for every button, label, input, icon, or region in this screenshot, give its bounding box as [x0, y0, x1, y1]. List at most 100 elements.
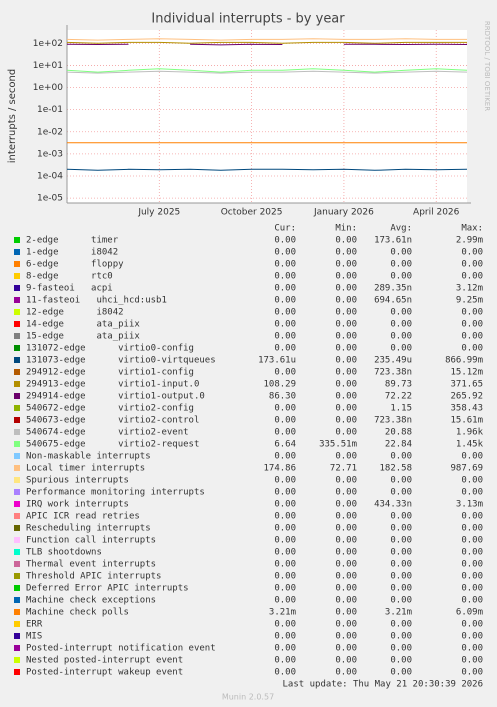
legend-stat: 1.15 [390, 404, 412, 414]
y-tick-label: 1e-01 [37, 105, 63, 115]
legend-stat: 0.00 [390, 560, 412, 570]
legend-swatch [14, 237, 20, 243]
legend-swatch [14, 345, 20, 351]
column-header: Avg: [390, 224, 412, 234]
legend-stat: 0.00 [335, 296, 357, 306]
legend-swatch [14, 369, 20, 375]
column-header: Min: [335, 224, 357, 234]
legend-stat: 0.00 [390, 476, 412, 486]
legend-swatch [14, 537, 20, 543]
legend-stat: 694.65n [374, 296, 412, 306]
legend-label: 12-edge i8042 [26, 308, 124, 318]
legend-stat: 0.00 [390, 584, 412, 594]
legend-stat: 0.00 [274, 536, 296, 546]
legend-stat: 0.00 [335, 608, 357, 618]
legend-stat: 0.00 [335, 428, 357, 438]
legend-stat: 0.00 [335, 560, 357, 570]
legend-label: ERR [26, 620, 43, 630]
legend-label: 540673-edge virtio2-control [26, 416, 199, 426]
legend-stat: 0.00 [274, 620, 296, 630]
legend-label: 6-edge floppy [26, 260, 124, 270]
legend-stat: 0.00 [461, 476, 483, 486]
legend-swatch [14, 477, 20, 483]
legend-stat: 0.00 [274, 344, 296, 354]
legend-stat: 0.00 [335, 620, 357, 630]
legend-label: Non-maskable interrupts [26, 452, 151, 462]
legend-stat: 0.00 [390, 524, 412, 534]
legend-label: Machine check polls [26, 608, 129, 618]
chart-title: Individual interrupts - by year [151, 12, 345, 27]
legend-stat: 0.00 [461, 272, 483, 282]
legend-stat: 0.00 [335, 572, 357, 582]
legend-stat: 3.13m [456, 500, 483, 510]
legend-label: Posted-interrupt notification event [26, 644, 216, 654]
legend-stat: 0.00 [274, 296, 296, 306]
legend-stat: 0.00 [335, 320, 357, 330]
legend-stat: 1.96k [456, 428, 484, 438]
legend-stat: 0.00 [274, 596, 296, 606]
legend-stat: 0.00 [390, 644, 412, 654]
legend-stat: 0.00 [461, 332, 483, 342]
legend-stat: 3.21m [385, 608, 412, 618]
legend-label: 2-edge timer [26, 236, 119, 246]
legend-swatch [14, 357, 20, 363]
legend-stat: 0.00 [335, 500, 357, 510]
legend-swatch [14, 405, 20, 411]
legend-stat: 0.00 [461, 488, 483, 498]
legend-swatch [14, 525, 20, 531]
legend-stat: 0.00 [274, 524, 296, 534]
legend-stat: 0.00 [274, 632, 296, 642]
legend-stat: 173.61u [258, 356, 296, 366]
legend-stat: 0.00 [274, 428, 296, 438]
legend-swatch [14, 609, 20, 615]
legend-label: 8-edge rtc0 [26, 272, 113, 282]
legend-stat: 0.00 [274, 320, 296, 330]
legend-stat: 0.00 [274, 500, 296, 510]
legend-swatch [14, 429, 20, 435]
y-tick-label: 1e+01 [33, 61, 63, 71]
legend-swatch [14, 633, 20, 639]
legend-swatch [14, 621, 20, 627]
legend-stat: 0.00 [274, 572, 296, 582]
legend-stat: 289.35n [374, 284, 412, 294]
legend-stat: 3.12m [456, 284, 483, 294]
legend-stat: 0.00 [390, 320, 412, 330]
legend-stat: 0.00 [274, 656, 296, 666]
legend-stat: 0.00 [335, 236, 357, 246]
legend-swatch [14, 657, 20, 663]
legend-swatch [14, 645, 20, 651]
legend-stat: 0.00 [335, 380, 357, 390]
legend-stat: 723.38n [374, 416, 412, 426]
legend-swatch [14, 441, 20, 447]
legend-stat: 0.00 [390, 572, 412, 582]
legend-label: 540675-edge virtio2-request [26, 440, 199, 450]
legend-label: Local timer interrupts [26, 464, 145, 474]
legend-stat: 0.00 [335, 452, 357, 462]
legend-stat: 0.00 [274, 368, 296, 378]
legend-stat: 0.00 [274, 236, 296, 246]
legend-swatch [14, 417, 20, 423]
legend-swatch [14, 585, 20, 591]
legend-stat: 0.00 [335, 512, 357, 522]
legend-stat: 72.22 [385, 392, 412, 402]
y-tick-label: 1e+02 [33, 39, 63, 49]
legend-stat: 0.00 [461, 548, 483, 558]
legend-label: Deferred Error APIC interrupts [26, 584, 189, 594]
legend-stat: 174.86 [263, 464, 296, 474]
legend-stat: 335.51m [319, 440, 357, 450]
legend-label: APIC ICR read retries [26, 512, 140, 522]
legend-stat: 1.45k [456, 440, 484, 450]
legend-label: Posted-interrupt wakeup event [26, 668, 183, 678]
x-tick-label: July 2025 [137, 208, 180, 218]
legend-stat: 0.00 [274, 644, 296, 654]
series-line [66, 41, 467, 44]
x-tick-label: January 2026 [313, 208, 374, 218]
legend-label: 540672-edge virtio2-config [26, 404, 194, 414]
legend-label: 131073-edge virtio0-virtqueues [26, 356, 216, 366]
legend-stat: 0.00 [461, 596, 483, 606]
legend-stat: 0.00 [390, 488, 412, 498]
legend-stat: 0.00 [461, 248, 483, 258]
column-header: Max: [461, 224, 483, 234]
series-line [66, 43, 468, 46]
legend-swatch [14, 393, 20, 399]
